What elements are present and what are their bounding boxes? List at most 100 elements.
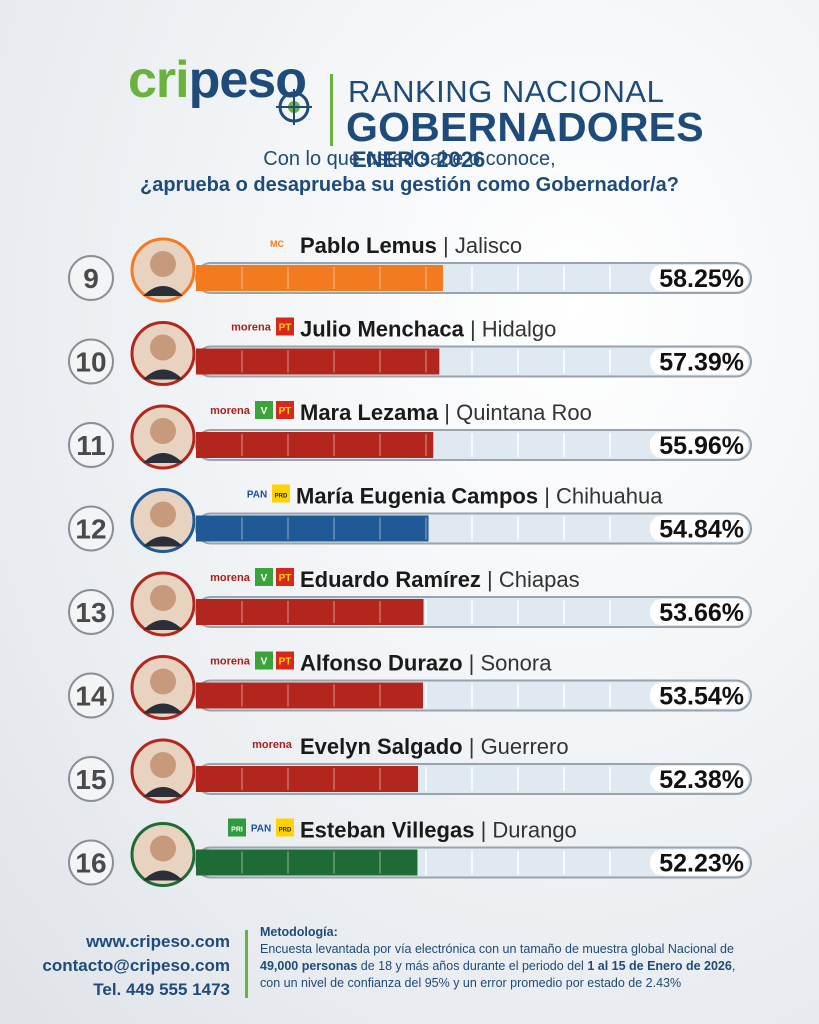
photo-face <box>150 585 176 611</box>
governor-name: Pablo Lemus <box>300 233 437 258</box>
rank-label: 10 <box>75 347 106 378</box>
phone-text: Tel. 449 555 1473 <box>93 980 230 999</box>
governor-name: Alfonso Durazo <box>300 651 463 676</box>
photo-face <box>150 752 176 778</box>
governor-row: 12 54.84% María Eugenia Campos | Chihuahua… <box>68 484 752 553</box>
rank-circle <box>68 255 114 301</box>
value-bar <box>196 682 424 709</box>
party-logo-text: PRD <box>275 494 288 500</box>
photo-face <box>150 334 176 361</box>
value-bar <box>196 515 429 542</box>
value-bar <box>196 348 440 375</box>
photo-shoulders <box>143 369 183 380</box>
governor-name: María Eugenia Campos <box>296 484 538 509</box>
governor-row: 16 52.23% Esteban Villegas | Durango PRD PAN… <box>68 818 752 887</box>
party-logo-prd: PRD <box>276 818 294 837</box>
rank-circle <box>68 422 114 468</box>
percent-box <box>650 682 748 709</box>
cripeso-logo: cripeso <box>128 51 307 109</box>
header: cripeso RANKING NACIONAL GOBERNADORES EN… <box>0 34 819 172</box>
governor-name: Evelyn Salgado <box>300 734 463 759</box>
party-logo-bg <box>255 401 273 419</box>
party-logo-movimiento-ciudadano: MC <box>270 239 284 249</box>
party-logo-text: MC <box>270 239 284 249</box>
party-logo-text: PAN <box>251 824 271 835</box>
governor-name-line: Julio Menchaca | Hidalgo <box>300 317 556 342</box>
photo-face <box>150 418 176 444</box>
party-logo-bg <box>228 818 246 837</box>
photo-face <box>150 668 176 695</box>
percent-label: 53.66% <box>659 599 744 627</box>
party-logo-text: PAN <box>247 490 267 501</box>
contact-block: www.cripeso.com contacto@cripeso.com Tel… <box>30 930 230 1002</box>
state-name: | Chiapas <box>481 567 580 592</box>
state-name: | Sonora <box>463 651 553 676</box>
rank-circle <box>68 839 114 886</box>
party-logo-bg <box>276 818 294 837</box>
rank-label: 13 <box>75 597 106 628</box>
photo-shoulders <box>143 787 183 797</box>
governor-row: 11 55.96% Mara Lezama | Quintana Roo PT Vmor… <box>68 400 752 470</box>
party-logo-text: morena <box>252 739 293 751</box>
governor-name-line: María Eugenia Campos | Chihuahua <box>296 484 663 509</box>
percent-box <box>650 849 748 876</box>
rank-label: 11 <box>76 430 106 461</box>
value-bar <box>196 599 424 625</box>
email-link[interactable]: contacto@cripeso.com <box>42 956 230 975</box>
photo-shoulders <box>143 453 183 463</box>
photo-shoulders <box>143 286 183 296</box>
party-logo-pt: PT <box>276 568 294 586</box>
party-logo-verde: V <box>255 568 273 586</box>
percent-label: 57.39% <box>659 349 744 377</box>
rank-circle <box>68 505 114 552</box>
party-logo-bg <box>255 568 273 586</box>
percent-box <box>650 766 748 792</box>
rank-label: 9 <box>83 263 99 294</box>
party-logo-text: morena <box>231 322 272 334</box>
governor-name-line: Evelyn Salgado | Guerrero <box>300 734 569 759</box>
photo-shoulders <box>143 703 183 714</box>
governor-row: 10 57.39% Julio Menchaca | Hidalgo PT morena <box>68 317 752 386</box>
question-line2: ¿aprueba o desaprueba su gestión como Go… <box>140 174 679 196</box>
party-logo-verde: V <box>255 651 273 670</box>
photo-face <box>150 501 176 528</box>
methodology-period-text: de 18 y más años durante el periodo del <box>357 959 588 973</box>
party-logo-text: V <box>261 573 268 584</box>
party-logo-text: morena <box>210 572 251 584</box>
period-label: ENERO 2026 <box>352 147 486 172</box>
party-logo-bg <box>276 317 294 336</box>
website-link[interactable]: www.cripeso.com <box>86 932 230 951</box>
state-name: | Guerrero <box>463 734 569 759</box>
party-logo-text: PT <box>279 573 292 584</box>
party-logo-pan: PAN <box>251 824 271 835</box>
methodology-sample: 49,000 personas <box>260 959 358 973</box>
party-logo-pan: PAN <box>247 490 267 501</box>
methodology-title: Metodología: <box>260 925 338 939</box>
governor-row: 13 53.66% Eduardo Ramírez | Chiapas PT Vmore… <box>68 567 752 637</box>
photo-shoulders <box>143 536 183 547</box>
party-logo-morena: morena <box>210 572 251 584</box>
rank-label: 14 <box>75 681 107 712</box>
governor-name-line: Alfonso Durazo | Sonora <box>300 651 552 676</box>
party-logo-text: morena <box>210 405 251 417</box>
value-bar <box>196 265 443 291</box>
footer-divider <box>245 930 248 998</box>
question-line1: Con lo que usted sabe o conoce, <box>263 148 556 170</box>
percent-label: 58.25% <box>659 265 744 293</box>
photo-face <box>150 835 176 862</box>
governor-name: Julio Menchaca <box>300 317 465 342</box>
party-logo-morena: morena <box>231 322 272 334</box>
party-logo-text: V <box>261 406 268 417</box>
state-name: | Chihuahua <box>538 484 663 509</box>
photo-face <box>150 251 176 277</box>
percent-box <box>650 432 748 458</box>
party-logo-morena: morena <box>252 739 293 751</box>
percent-label: 55.96% <box>659 432 744 460</box>
rank-label: 16 <box>75 848 106 879</box>
rank-circle <box>68 589 114 635</box>
governor-row: 9 58.25% Pablo Lemus | Jalisco MC <box>68 233 752 303</box>
party-logo-text: PT <box>279 323 292 334</box>
governor-name: Esteban Villegas <box>300 818 474 843</box>
party-logo-text: morena <box>210 656 251 668</box>
